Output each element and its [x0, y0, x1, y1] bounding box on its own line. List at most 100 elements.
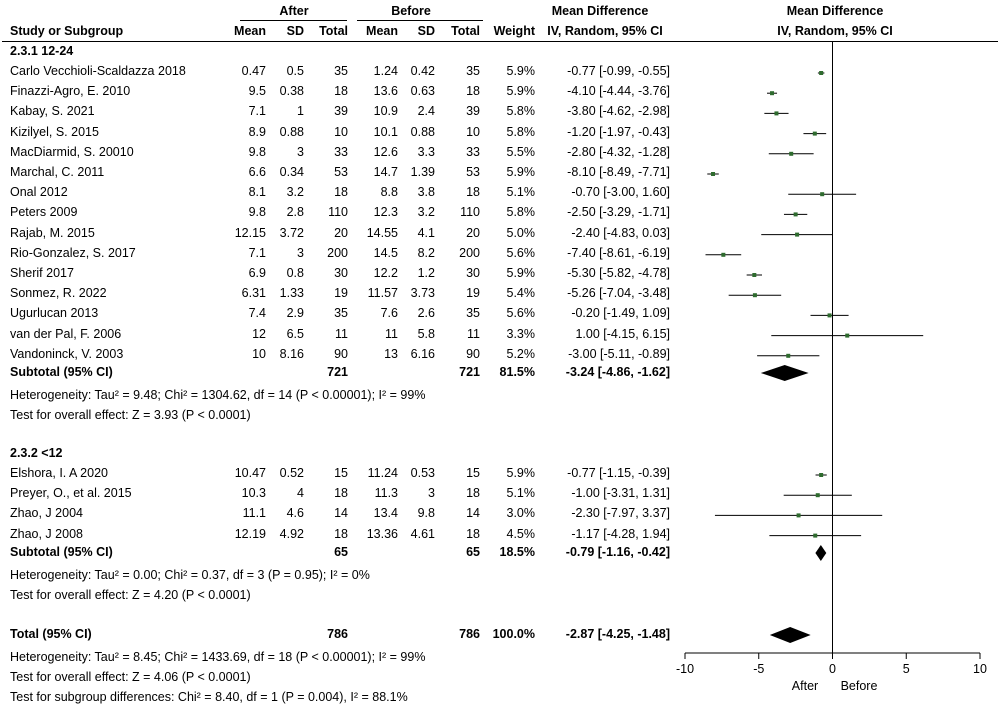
study-after-sd: 3 [297, 144, 304, 159]
study-weight: 5.2% [506, 346, 536, 361]
study-weight: 3.0% [506, 506, 536, 521]
study-before-sd: 2.6 [417, 306, 435, 321]
x-tick-label: -5 [753, 662, 764, 676]
study-before-sd: 0.63 [410, 84, 435, 99]
total-heterogeneity: Heterogeneity: Tau² = 8.45; Chi² = 1433.… [10, 650, 426, 664]
x-tick-label: -10 [676, 662, 694, 676]
study-ci-text: -0.20 [-1.49, 1.09] [571, 306, 670, 321]
subtotal-weight: 18.5% [499, 545, 535, 559]
study-before-sd: 6.16 [410, 346, 435, 361]
plot-subtitle: IV, Random, 95% CI [777, 24, 893, 38]
study-point-estimate [752, 273, 757, 277]
subgroup-2-title: 2.3.2 <12 [10, 446, 63, 460]
study-point-estimate [813, 533, 818, 538]
study-point-estimate [711, 172, 716, 176]
x-tick-label: 10 [973, 662, 987, 676]
study-before-mean: 12.6 [373, 144, 398, 159]
study-before-sd: 1.2 [417, 266, 435, 280]
study-ci-text: -5.26 [-7.04, -3.48] [567, 286, 670, 301]
study-after-sd: 4.92 [279, 526, 304, 541]
study-ci-text: -2.40 [-4.83, 0.03] [571, 225, 670, 240]
study-before-total: 10 [466, 124, 480, 139]
study-before-mean: 11.3 [374, 486, 398, 501]
subtotal-label: Subtotal (95% CI) [10, 545, 113, 559]
study-after-total: 18 [334, 526, 348, 541]
study-point-estimate [819, 473, 824, 477]
study-ci-text: -3.80 [-4.62, -2.98] [567, 104, 670, 119]
study-before-mean: 12.3 [373, 205, 398, 220]
study-before-mean: 14.5 [373, 245, 398, 260]
study-ci-text: -1.00 [-3.31, 1.31] [571, 486, 670, 501]
after-total-header: Total [319, 24, 348, 38]
study-after-sd: 0.8 [286, 266, 304, 280]
study-point-estimate [845, 333, 850, 338]
study-point-estimate [752, 293, 757, 298]
study-point-estimate [827, 313, 832, 318]
study-before-sd: 4.1 [417, 225, 435, 240]
study-point-estimate [796, 513, 801, 518]
study-weight: 5.9% [506, 84, 536, 99]
study-name: Kizilyel, S. 2015 [10, 124, 99, 139]
study-name: Zhao, J 2004 [10, 506, 83, 521]
study-ci-text: -2.80 [-4.32, -1.28] [567, 144, 670, 159]
study-point-estimate [721, 252, 726, 257]
study-before-mean: 12.2 [373, 266, 398, 280]
study-before-sd: 0.88 [410, 124, 435, 139]
study-before-total: 20 [466, 225, 480, 240]
total-weight: 100.0% [492, 627, 535, 641]
total-overall-effect: Test for overall effect: Z = 4.06 (P < 0… [10, 670, 251, 684]
study-name: Vandoninck, V. 2003 [10, 346, 124, 361]
study-name: Onal 2012 [10, 185, 68, 200]
study-weight: 5.8% [506, 124, 536, 139]
study-before-mean: 8.8 [380, 185, 398, 200]
study-before-total: 33 [466, 144, 480, 159]
study-name: Ugurlucan 2013 [10, 306, 99, 321]
before-total-header: Total [451, 24, 480, 38]
study-after-sd: 3 [297, 245, 304, 260]
study-before-mean: 14.55 [366, 225, 398, 240]
weight-header: Weight [493, 24, 535, 38]
study-point-estimate [812, 131, 817, 136]
study-after-total: 11 [335, 326, 348, 341]
study-name: MacDiarmid, S. 20010 [10, 144, 134, 159]
study-after-sd: 2.8 [286, 205, 304, 220]
study-after-total: 20 [334, 225, 348, 240]
study-after-sd: 3.72 [279, 225, 304, 240]
study-ci-text: -0.70 [-3.00, 1.60] [571, 185, 670, 200]
study-point-estimate [774, 111, 779, 116]
study-after-sd: 0.34 [279, 165, 304, 179]
study-name: Peters 2009 [10, 205, 78, 220]
subtotal-after-total: 721 [327, 365, 348, 379]
study-after-sd: 0.38 [279, 84, 304, 99]
study-column-header: Study or Subgroup [10, 24, 124, 38]
study-after-sd: 0.52 [279, 466, 304, 480]
study-weight: 3.3% [506, 326, 536, 341]
study-before-sd: 3.73 [410, 286, 435, 301]
study-weight: 5.9% [506, 165, 536, 179]
study-ci-text: -3.00 [-5.11, -0.89] [568, 346, 670, 361]
study-after-sd: 1.33 [279, 286, 304, 301]
study-before-sd: 3 [428, 486, 435, 501]
subtotal-before-total: 721 [459, 365, 480, 379]
study-after-total: 53 [334, 165, 348, 179]
before-sd-header: SD [417, 24, 435, 38]
study-after-total: 35 [334, 64, 348, 78]
study-after-total: 18 [334, 185, 348, 200]
after-underline [240, 20, 347, 21]
study-after-mean: 9.5 [248, 84, 266, 99]
study-ci-text: -1.17 [-4.28, 1.94] [571, 526, 670, 541]
pooled-diamond [760, 365, 809, 381]
study-before-sd: 8.2 [417, 245, 435, 260]
study-after-mean: 8.1 [248, 185, 266, 200]
before-mean-header: Mean [366, 24, 398, 38]
study-before-mean: 13.6 [373, 84, 398, 99]
total-label: Total (95% CI) [10, 627, 92, 641]
study-after-mean: 7.1 [248, 245, 266, 260]
study-after-total: 15 [334, 466, 348, 480]
plot-title: Mean Difference [786, 4, 884, 18]
total-after-total: 786 [327, 627, 348, 641]
study-before-mean: 10.1 [373, 124, 398, 139]
study-before-sd: 4.61 [410, 526, 435, 541]
subtotal-label: Subtotal (95% CI) [10, 365, 113, 379]
after-sd-header: SD [286, 24, 304, 38]
